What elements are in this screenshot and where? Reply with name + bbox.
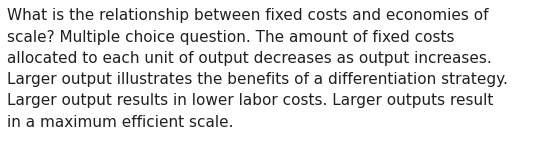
Text: What is the relationship between fixed costs and economies of
scale? Multiple ch: What is the relationship between fixed c… xyxy=(7,8,508,130)
